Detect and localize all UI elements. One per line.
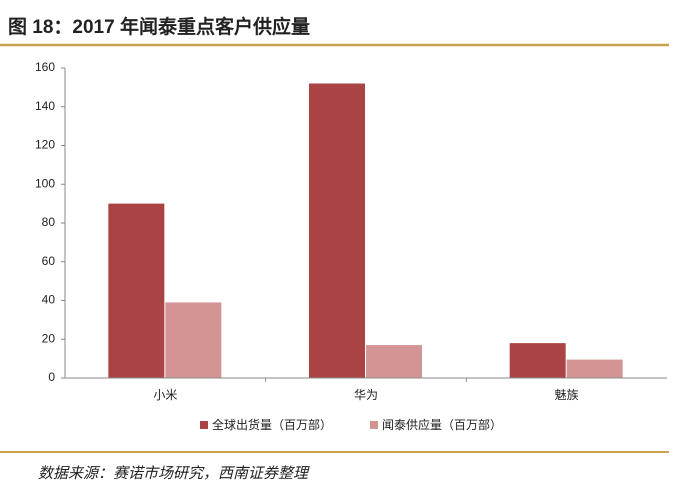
legend-label: 全球出货量（百万部） xyxy=(212,417,332,432)
y-tick-label: 120 xyxy=(35,138,55,152)
y-tick-label: 140 xyxy=(35,99,55,113)
legend-swatch xyxy=(370,421,378,429)
bar xyxy=(509,343,566,378)
bar xyxy=(566,359,623,378)
y-tick-label: 0 xyxy=(48,370,55,384)
x-tick-label: 小米 xyxy=(153,388,177,402)
y-tick-label: 40 xyxy=(42,293,56,307)
x-tick-label: 华为 xyxy=(354,388,378,402)
legend-swatch xyxy=(200,421,208,429)
x-tick-label: 魅族 xyxy=(555,387,579,402)
y-tick-label: 100 xyxy=(35,176,55,190)
y-tick-label: 60 xyxy=(42,254,56,268)
chart-title: 图 18：2017 年闻泰重点客户供应量 xyxy=(8,15,310,38)
y-tick-label: 20 xyxy=(42,331,56,345)
bar xyxy=(108,203,165,378)
y-tick-label: 160 xyxy=(35,60,55,74)
bar xyxy=(165,302,222,378)
bar xyxy=(309,83,365,378)
legend-label: 闻泰供应量（百万部） xyxy=(382,417,502,432)
source-note: 数据来源：赛诺市场研究，西南证券整理 xyxy=(38,465,310,482)
bar xyxy=(366,345,422,378)
y-tick-label: 80 xyxy=(42,215,56,229)
